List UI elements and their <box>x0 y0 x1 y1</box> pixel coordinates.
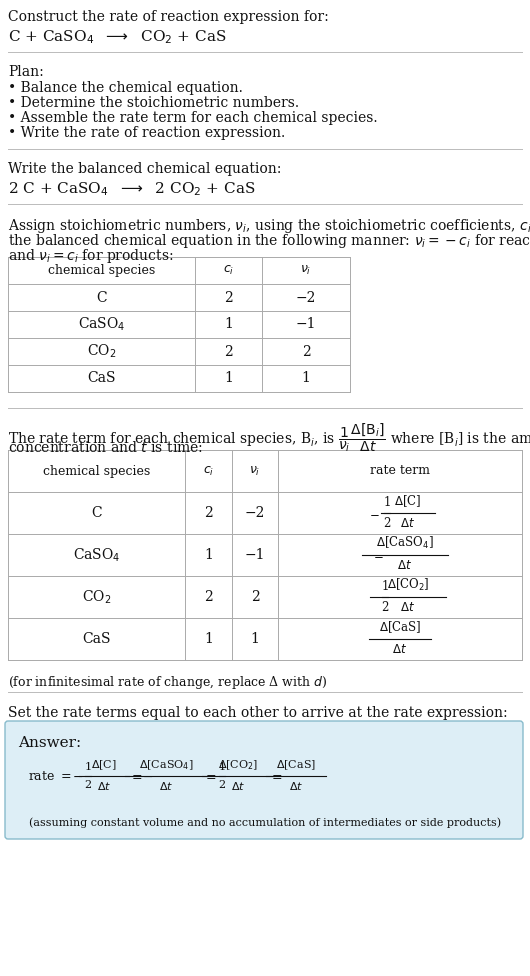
Text: • Balance the chemical equation.: • Balance the chemical equation. <box>8 81 243 95</box>
Text: rate term: rate term <box>370 465 430 477</box>
Text: $\Delta t$: $\Delta t$ <box>398 559 412 572</box>
Text: $\Delta$[CaS]: $\Delta$[CaS] <box>276 758 316 772</box>
Text: 2: 2 <box>84 780 92 790</box>
Text: (for infinitesimal rate of change, replace Δ with $d$): (for infinitesimal rate of change, repla… <box>8 674 328 691</box>
Text: $c_i$: $c_i$ <box>203 465 214 477</box>
Text: −2: −2 <box>245 506 265 520</box>
Text: 1: 1 <box>84 762 92 772</box>
Text: $\Delta$[CaSO$_4$]: $\Delta$[CaSO$_4$] <box>376 535 434 551</box>
Text: CaS: CaS <box>87 372 116 386</box>
Text: 1: 1 <box>383 496 391 509</box>
Text: Answer:: Answer: <box>18 736 81 750</box>
Text: $=$: $=$ <box>269 769 283 783</box>
Text: CaSO$_4$: CaSO$_4$ <box>78 316 125 333</box>
Text: $c_i$: $c_i$ <box>223 264 234 277</box>
Text: • Write the rate of reaction expression.: • Write the rate of reaction expression. <box>8 126 285 140</box>
Text: C: C <box>96 291 107 305</box>
Text: $\Delta t$: $\Delta t$ <box>97 780 111 792</box>
Text: 1: 1 <box>381 580 388 593</box>
Text: Assign stoichiometric numbers, $\nu_i$, using the stoichiometric coefficients, $: Assign stoichiometric numbers, $\nu_i$, … <box>8 217 530 235</box>
Text: 1: 1 <box>204 548 213 562</box>
Text: −2: −2 <box>296 291 316 305</box>
Text: $\Delta$[CO$_2$]: $\Delta$[CO$_2$] <box>218 758 258 772</box>
Text: Set the rate terms equal to each other to arrive at the rate expression:: Set the rate terms equal to each other t… <box>8 706 508 720</box>
Text: $\Delta t$: $\Delta t$ <box>159 780 173 792</box>
Text: 2: 2 <box>302 345 311 358</box>
Text: $-$: $-$ <box>369 507 379 519</box>
Text: $\Delta t$: $\Delta t$ <box>231 780 245 792</box>
Text: $=$: $=$ <box>203 769 217 783</box>
Text: C: C <box>91 506 102 520</box>
Text: $-$: $-$ <box>73 769 84 783</box>
Text: $\Delta$[CaSO$_4$]: $\Delta$[CaSO$_4$] <box>139 758 193 772</box>
Text: chemical species: chemical species <box>48 264 155 277</box>
Text: $\Delta t$: $\Delta t$ <box>393 643 408 656</box>
Text: $\nu_i$: $\nu_i$ <box>301 264 312 277</box>
Text: concentration and $t$ is time:: concentration and $t$ is time: <box>8 440 203 455</box>
Text: 1: 1 <box>218 762 226 772</box>
Text: 2: 2 <box>218 780 226 790</box>
Text: $=$: $=$ <box>129 769 143 783</box>
Text: 2: 2 <box>251 590 259 604</box>
Text: and $\nu_i = c_i$ for products:: and $\nu_i = c_i$ for products: <box>8 247 173 265</box>
Text: $\nu_i$: $\nu_i$ <box>249 465 261 477</box>
Text: $\Delta$[C]: $\Delta$[C] <box>394 493 422 509</box>
Text: 2: 2 <box>383 517 391 530</box>
Text: 1: 1 <box>302 372 311 386</box>
Text: $\Delta t$: $\Delta t$ <box>401 601 416 614</box>
Text: • Assemble the rate term for each chemical species.: • Assemble the rate term for each chemic… <box>8 111 377 125</box>
Text: 1: 1 <box>224 317 233 332</box>
Text: 2: 2 <box>224 345 233 358</box>
Text: $\Delta$[C]: $\Delta$[C] <box>91 758 117 772</box>
FancyBboxPatch shape <box>5 721 523 839</box>
Text: 2: 2 <box>224 291 233 305</box>
Text: chemical species: chemical species <box>43 465 150 477</box>
Text: $\Delta$[CaS]: $\Delta$[CaS] <box>379 619 421 635</box>
Text: CO$_2$: CO$_2$ <box>82 589 111 606</box>
Text: CaSO$_4$: CaSO$_4$ <box>73 547 120 564</box>
Text: $\Delta t$: $\Delta t$ <box>289 780 303 792</box>
Text: 2: 2 <box>204 590 213 604</box>
Text: Plan:: Plan: <box>8 65 44 79</box>
Text: $\Delta t$: $\Delta t$ <box>401 517 416 530</box>
Text: $-$: $-$ <box>143 769 154 783</box>
Text: rate $=$: rate $=$ <box>28 769 72 783</box>
Text: (assuming constant volume and no accumulation of intermediates or side products): (assuming constant volume and no accumul… <box>29 818 501 829</box>
Text: $-$: $-$ <box>373 549 383 561</box>
Text: 1: 1 <box>204 632 213 646</box>
Text: $\Delta$[CO$_2$]: $\Delta$[CO$_2$] <box>387 577 429 593</box>
Text: • Determine the stoichiometric numbers.: • Determine the stoichiometric numbers. <box>8 96 299 110</box>
Text: 1: 1 <box>224 372 233 386</box>
Text: 2: 2 <box>204 506 213 520</box>
Text: the balanced chemical equation in the following manner: $\nu_i = -c_i$ for react: the balanced chemical equation in the fo… <box>8 232 530 250</box>
Text: −1: −1 <box>245 548 265 562</box>
Text: C + CaSO$_4$  $\longrightarrow$  CO$_2$ + CaS: C + CaSO$_4$ $\longrightarrow$ CO$_2$ + … <box>8 28 226 46</box>
Text: CaS: CaS <box>82 632 111 646</box>
Text: Write the balanced chemical equation:: Write the balanced chemical equation: <box>8 162 281 176</box>
Text: −1: −1 <box>296 317 316 332</box>
Text: 2 C + CaSO$_4$  $\longrightarrow$  2 CO$_2$ + CaS: 2 C + CaSO$_4$ $\longrightarrow$ 2 CO$_2… <box>8 180 255 198</box>
Text: CO$_2$: CO$_2$ <box>87 343 116 360</box>
Text: The rate term for each chemical species, B$_i$, is $\dfrac{1}{\nu_i}\dfrac{\Delt: The rate term for each chemical species,… <box>8 421 530 454</box>
Text: 1: 1 <box>251 632 260 646</box>
Text: 2: 2 <box>381 601 388 614</box>
Text: Construct the rate of reaction expression for:: Construct the rate of reaction expressio… <box>8 10 329 24</box>
